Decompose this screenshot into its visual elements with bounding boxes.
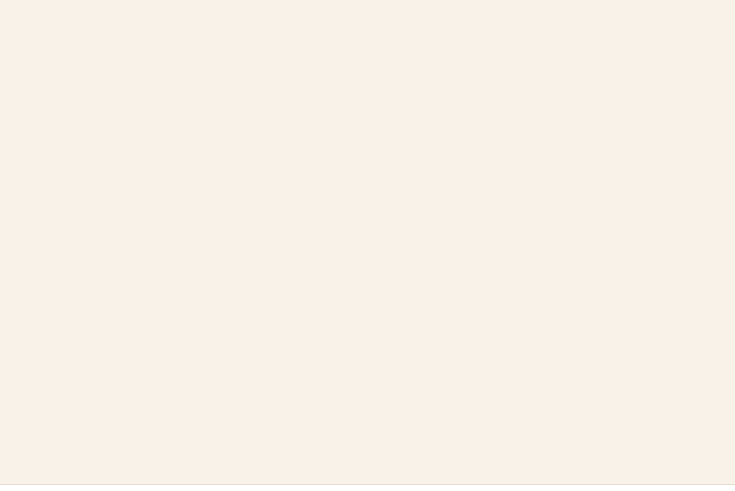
bottom-strip: [0, 484, 735, 491]
chart-header: [36, 5, 113, 22]
primary-symbol-row: [36, 5, 113, 21]
time-axis[interactable]: [0, 470, 735, 484]
price-axis[interactable]: [652, 0, 735, 468]
